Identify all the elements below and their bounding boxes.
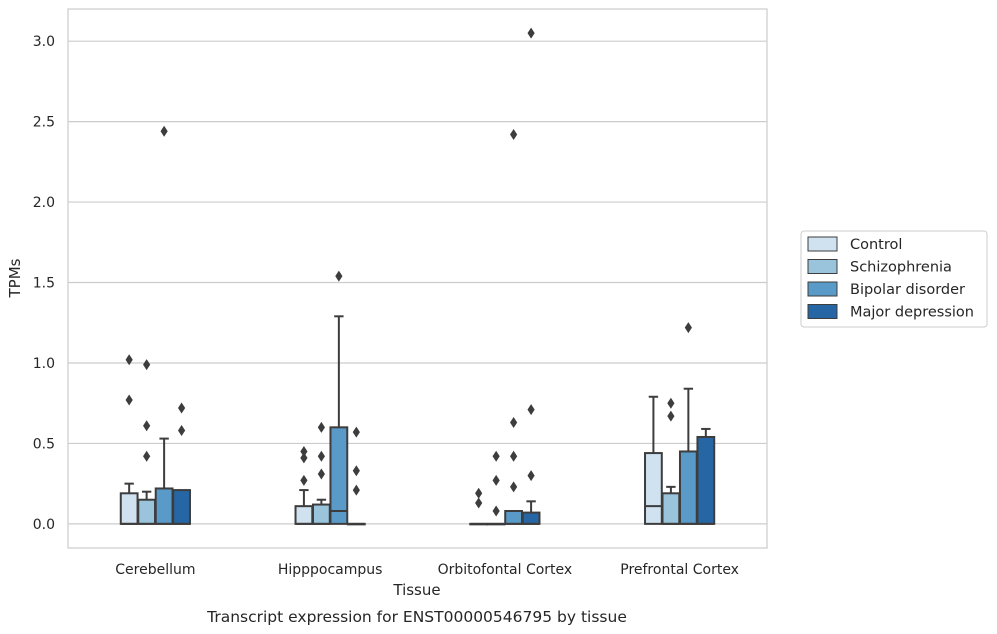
- outlier-point: [510, 128, 518, 140]
- box-bipolar-disorder: [678, 322, 698, 525]
- box-major-depression: [172, 402, 191, 525]
- outlier-point: [667, 410, 675, 422]
- x-tick-label: Hipppocampus: [278, 562, 383, 578]
- outlier-point: [510, 450, 518, 462]
- box-major-depression: [696, 427, 716, 525]
- y-tick-label: 2.0: [33, 195, 55, 211]
- y-tick-label: 1.5: [33, 276, 55, 292]
- legend[interactable]: Control Schizophrenia Bipolar disorder Majo…: [800, 230, 988, 328]
- y-tick-label: 0.5: [33, 436, 55, 452]
- outlier-point: [300, 474, 308, 486]
- box-control: [119, 354, 139, 525]
- legend-swatch-control: [807, 236, 838, 252]
- outlier-point: [125, 354, 133, 366]
- box-iqr: [644, 452, 663, 525]
- outlier-point: [527, 27, 535, 39]
- outlier-point: [317, 450, 325, 462]
- outlier-point: [317, 421, 325, 433]
- outlier-point: [475, 497, 483, 509]
- box-control: [469, 487, 489, 526]
- y-tick-label: 1.0: [33, 356, 55, 372]
- y-tick-label: 2.5: [33, 115, 55, 131]
- outlier-point: [667, 397, 675, 409]
- outlier-point: [300, 452, 308, 464]
- outlier-point: [352, 465, 360, 477]
- outlier-point: [177, 402, 186, 414]
- box-schizophrenia: [486, 450, 506, 526]
- outlier-point: [492, 474, 500, 486]
- box-iqr: [661, 492, 681, 525]
- legend-label: Major depression: [850, 305, 974, 321]
- box-major-depression: [521, 27, 541, 525]
- box-iqr: [311, 503, 331, 525]
- outlier-point: [143, 450, 151, 462]
- box-control: [294, 445, 314, 525]
- outlier-point: [510, 417, 518, 429]
- outlier-point: [143, 359, 151, 371]
- x-tick-label: Cerebellum: [115, 562, 195, 578]
- legend-label: Schizophrenia: [850, 260, 952, 276]
- outlier-point: [475, 487, 483, 499]
- box-iqr: [678, 450, 698, 525]
- box-iqr: [521, 511, 541, 525]
- legend-swatch-schizophrenia: [807, 259, 838, 274]
- outlier-point: [335, 270, 343, 282]
- outlier-point: [510, 481, 518, 493]
- y-tick-labels: 0.0 0.5 1.0 1.5 2.0 2.5 3.0: [33, 34, 55, 533]
- legend-frame: [800, 230, 988, 328]
- box-bipolar-disorder: [329, 270, 349, 525]
- box-major-depression: [346, 426, 366, 526]
- outlier-point: [684, 322, 692, 334]
- legend-label: Control: [850, 237, 902, 253]
- x-tick-label: Orbitofontal Cortex: [438, 562, 573, 578]
- box-iqr: [504, 509, 524, 525]
- outlier-point: [527, 470, 535, 482]
- plot-frame: [67, 8, 768, 549]
- box-schizophrenia: [137, 359, 157, 525]
- box-bipolar-disorder: [504, 128, 524, 525]
- y-tick-label: 3.0: [33, 34, 55, 50]
- box-schizophrenia: [661, 397, 681, 525]
- outlier-point: [300, 445, 308, 457]
- legend-label: Bipolar disorder: [850, 282, 965, 298]
- box-iqr: [329, 426, 349, 525]
- box-control: [644, 395, 663, 525]
- y-axis-label: TPMs: [6, 258, 24, 298]
- x-tick-label: Prefrontal Cortex: [620, 562, 739, 578]
- box-schizophrenia: [311, 421, 331, 525]
- box-bipolar-disorder: [154, 125, 174, 525]
- outlier-point: [492, 450, 500, 462]
- grid-lines: [68, 40, 767, 525]
- outlier-point: [352, 484, 360, 496]
- box-iqr: [119, 492, 139, 525]
- box-iqr: [294, 505, 314, 525]
- chart-caption: Transcript expression for ENST0000054679…: [206, 608, 627, 626]
- box-iqr: [696, 435, 716, 525]
- box-plots: [119, 27, 716, 526]
- outlier-point: [492, 505, 500, 517]
- outlier-point: [317, 468, 325, 480]
- outlier-point: [125, 394, 133, 406]
- x-tick-labels: Cerebellum Hipppocampus Orbitofontal Corte…: [115, 562, 739, 578]
- legend-swatch-major-depression: [807, 304, 838, 319]
- outlier-point: [177, 425, 186, 437]
- box-iqr: [172, 489, 191, 525]
- outlier-point: [143, 420, 151, 432]
- x-axis-label: Tissue: [392, 581, 440, 599]
- y-tick-label: 0.0: [33, 517, 55, 533]
- outlier-point: [352, 426, 360, 438]
- legend-swatch-bipolar-disorder: [807, 281, 838, 297]
- box-iqr: [137, 498, 157, 525]
- outlier-point: [160, 125, 168, 137]
- box-iqr: [154, 487, 174, 525]
- outlier-point: [527, 404, 535, 416]
